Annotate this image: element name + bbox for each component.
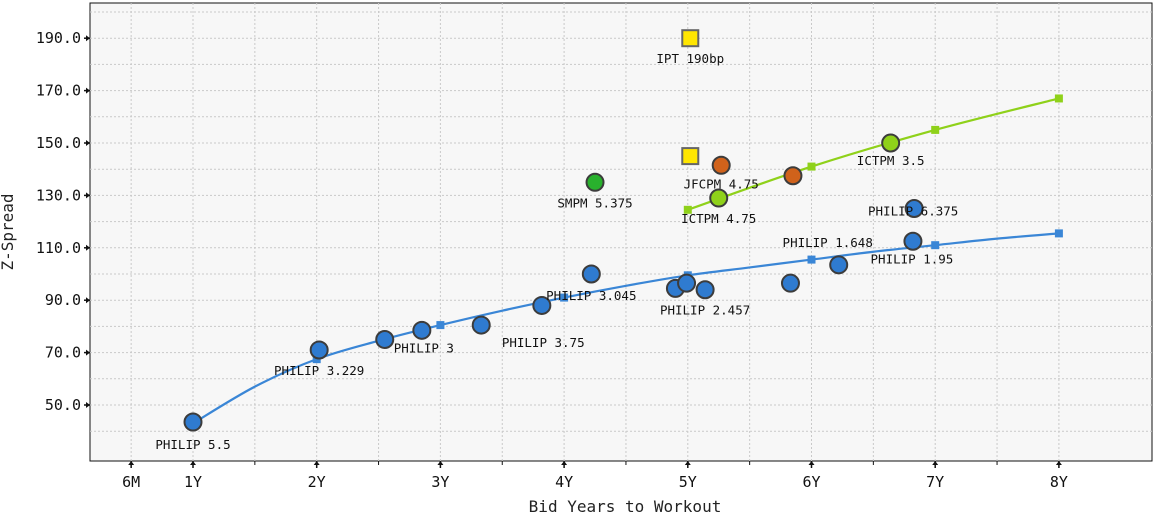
point-label: PHILIP 1.95 — [871, 251, 954, 266]
x-tick-label: 6M — [122, 473, 140, 491]
data-point-circle — [709, 188, 729, 208]
x-tick-arrow — [313, 461, 320, 465]
x-tick-label: 1Y — [184, 473, 202, 491]
grid — [90, 3, 1152, 461]
curve-line — [687, 97, 1060, 211]
y-tick-label: 170.0 — [36, 82, 81, 100]
curve-marker — [560, 293, 569, 302]
data-point-circle — [711, 155, 731, 175]
data-point-circle — [375, 330, 395, 349]
point-labels: PHILIP 5.5 PHILIP 3.229 PHILIP 3 PHILIP 3.7… — [155, 51, 958, 452]
data-point-circle — [309, 340, 329, 360]
data-point-circle — [412, 320, 432, 340]
point-label: ICTPM 3.5 — [857, 153, 925, 168]
data-point-square — [681, 29, 700, 48]
point-label: PHILIP 3.229 — [274, 363, 364, 378]
point-label: PHILIP 3 — [394, 340, 454, 355]
data-points — [183, 29, 924, 432]
x-axis-title: Bid Years to Workout — [529, 497, 722, 516]
data-point-circle — [471, 315, 491, 335]
point-label: SMPM 5.375 — [557, 195, 632, 210]
x-tick-arrow — [437, 461, 444, 465]
x-tick-arrow — [561, 461, 568, 465]
data-point-circle — [581, 264, 601, 284]
y-tick-label: 90.0 — [45, 291, 81, 309]
data-point-circle — [532, 295, 552, 315]
data-point-circle — [881, 133, 901, 153]
x-tick-label: 7Y — [926, 473, 944, 491]
point-label: ICTPM 4.75 — [681, 211, 756, 226]
point-label: PHILIP 3.75 — [502, 335, 585, 350]
point-label: PHILIP 1.648 — [783, 235, 873, 250]
x-tick-label: 3Y — [431, 473, 449, 491]
data-point-circle — [585, 172, 605, 192]
point-label: PHILIP 2.457 — [660, 303, 750, 318]
data-point-circle — [903, 231, 923, 251]
data-point-circle — [904, 199, 924, 218]
point-label: PHILIP 6.375 — [868, 204, 958, 219]
axes: 50.0 70.0 90.0 110.0 130.0 150.0 170.0 190.0 6M 1… — [36, 29, 1068, 491]
x-tick-label: 8Y — [1050, 473, 1068, 491]
x-tick-label: 2Y — [308, 473, 326, 491]
curve-marker — [931, 125, 940, 134]
x-tick-arrow — [190, 461, 196, 465]
x-tick-arrow — [684, 461, 691, 465]
data-point-circle — [677, 273, 697, 293]
y-axis-title: Z-Spread — [0, 193, 17, 270]
point-label: PHILIP 5.5 — [155, 437, 230, 452]
point-label: PHILIP 3.045 — [546, 288, 636, 303]
curve-marker — [807, 255, 816, 264]
curve-marker — [807, 162, 816, 171]
x-tick-arrow — [808, 461, 815, 465]
curve-marker — [1054, 229, 1063, 238]
point-label: IPT 190bp — [656, 51, 724, 66]
plot-area — [89, 2, 1153, 462]
x-tick-arrow — [128, 461, 135, 465]
data-point-circle — [829, 255, 849, 275]
y-tick-label: 150.0 — [36, 134, 81, 152]
curve-marker — [1054, 94, 1063, 103]
x-tick-label: 5Y — [679, 473, 697, 491]
curve-marker — [683, 205, 692, 214]
data-point-circle — [183, 412, 203, 432]
y-tick-label: 50.0 — [45, 396, 81, 414]
point-label: JFCPM 4.75 — [684, 176, 759, 191]
y-tick-label: 70.0 — [45, 344, 81, 362]
curve-marker — [931, 241, 940, 250]
y-tick-label: 190.0 — [36, 29, 81, 47]
y-tick-label: 110.0 — [36, 239, 81, 257]
y-tick-label: 130.0 — [36, 186, 81, 204]
curve-marker — [436, 321, 445, 330]
data-point-square — [681, 147, 700, 166]
x-tick-arrow — [932, 461, 939, 465]
data-point-circle — [783, 166, 803, 186]
data-point-circle — [695, 280, 715, 300]
x-tick-label: 4Y — [555, 473, 573, 491]
x-tick-arrow — [1055, 461, 1062, 465]
x-tick-label: 6Y — [802, 473, 820, 491]
data-point-circle — [780, 273, 800, 293]
